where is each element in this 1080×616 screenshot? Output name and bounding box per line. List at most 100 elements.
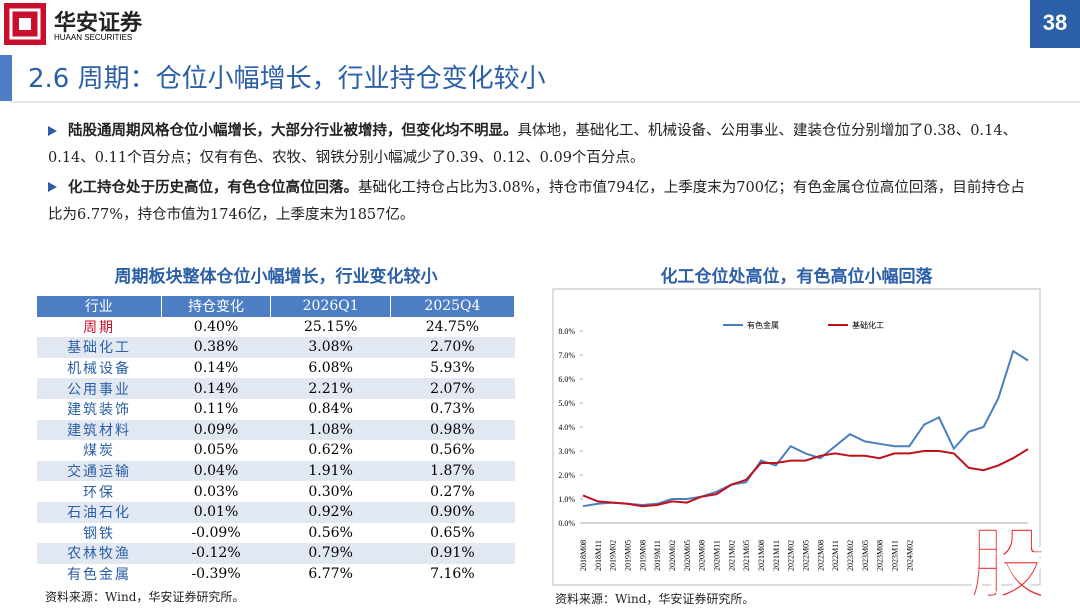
x-tick-label: 2021M08: [757, 540, 766, 571]
cell: 5.93%: [430, 360, 475, 377]
table-row: 周期 0.40% 25.15% 24.75%: [37, 317, 515, 338]
x-tick-label: 2019M11: [653, 540, 662, 571]
cell: 0.05%: [193, 442, 239, 459]
series-line: [582, 349, 1029, 508]
table-row: 煤炭 0.05% 0.62% 0.56%: [37, 440, 515, 461]
y-tick-label: 1.0%: [558, 495, 575, 504]
x-tick-label: 2023M08: [876, 540, 885, 571]
cell: 1.08%: [270, 419, 391, 441]
bullet-bold: 化工持仓处于历史高位，有色仓位高位回落。: [68, 179, 358, 196]
cell: 0.91%: [390, 543, 515, 564]
y-tick-label: 8.0%: [558, 327, 575, 336]
cell: 0.56%: [430, 442, 475, 459]
cell: -0.12%: [161, 543, 271, 564]
x-tick-label: 2022M11: [831, 540, 840, 571]
table-row: 交通运输 0.04% 1.91% 1.87%: [37, 460, 515, 482]
cell: 6.08%: [308, 360, 353, 377]
cell: 0.03%: [193, 483, 239, 500]
chart: 0.0% 1.0% 2.0% 3.0% 4.0% 5.0% 6.0% 7.0% 8.0% 2018…: [558, 320, 1029, 571]
x-tick-label: 2022M08: [816, 540, 825, 571]
logo-subtext: HUAAN SECURITIES: [54, 33, 133, 42]
bullet-text: 具体地，基础化工、机械设备、公用事业、建装仓位分别增加了0.38、0.14、0.…: [48, 123, 1018, 166]
cell: 2.21%: [270, 378, 391, 399]
cell: 石油石化: [37, 501, 162, 523]
x-tick-label: 2023M05: [861, 540, 870, 571]
cell: 钢铁: [83, 525, 116, 542]
x-tick-label: 2020M08: [698, 540, 707, 571]
x-tick-label: 2020M11: [713, 540, 722, 571]
cell: -0.09%: [191, 524, 241, 541]
bullet-text: 基础化工持仓占比为3.08%，持仓市值794亿，上季度末为700亿；有色金属仓位…: [48, 180, 1025, 223]
y-tick-label: 4.0%: [558, 423, 575, 432]
cell: 建筑材料: [37, 419, 162, 441]
cell: 7.16%: [430, 566, 475, 583]
cell: 公用事业: [37, 378, 162, 399]
watermark: 股: [967, 517, 1049, 612]
cell: 0.62%: [308, 442, 353, 459]
cell: 0.14%: [193, 360, 239, 377]
page-number: 38: [1042, 10, 1068, 35]
source: 资料来源：Wind，华安证券研究所。: [45, 590, 245, 604]
cell: 1.91%: [270, 460, 391, 482]
cell: 建筑装饰: [67, 402, 132, 419]
cell: 0.79%: [270, 543, 391, 564]
legend-label: 基础化工: [852, 320, 884, 330]
x-tick-label: 2018M08: [579, 540, 588, 571]
cell: 25.15%: [303, 318, 358, 335]
x-tick-label: 2023M02: [846, 540, 855, 571]
x-tick-label: 2022M02: [787, 540, 796, 571]
cell: 3.08%: [270, 337, 391, 358]
x-tick-label: 2019M05: [624, 540, 633, 571]
table-row: 基础化工 0.38% 3.08% 2.70%: [37, 337, 515, 358]
cell: 0.11%: [193, 401, 239, 418]
cell: 煤炭: [83, 443, 116, 460]
cell: 机械设备: [67, 361, 132, 378]
slide-title: 2.6 周期：仓位小幅增长，行业持仓变化较小: [28, 64, 546, 94]
chart-source: 资料来源：Wind，华安证券研究所。: [555, 592, 755, 606]
cell: 周期: [83, 319, 116, 336]
table-row: 石油石化 0.01% 0.92% 0.90%: [37, 501, 515, 523]
cell: 农林牧渔: [37, 543, 162, 564]
cell: 0.92%: [270, 501, 391, 523]
y-tick-label: 7.0%: [558, 351, 575, 360]
cell: -0.39%: [191, 566, 241, 583]
cell: 0.98%: [390, 419, 515, 441]
header-cell: 行业: [37, 296, 162, 317]
x-tick-label: 2020M05: [683, 540, 692, 571]
cell: 环保: [83, 484, 116, 501]
cell: 0.27%: [430, 483, 475, 500]
table-row: 农林牧渔 -0.12% 0.79% 0.91%: [37, 543, 515, 564]
y-tick-label: 2.0%: [558, 471, 575, 480]
x-tick-label: 2023M11: [891, 540, 900, 571]
x-tick-label: 2024M02: [905, 540, 914, 571]
cell: 交通运输: [37, 460, 162, 482]
header-cell: 2026Q1: [270, 296, 391, 317]
cell: 0.40%: [193, 318, 239, 335]
cell: 2.07%: [390, 378, 515, 399]
logo-text: 华安证券: [54, 10, 143, 36]
x-tick-label: 2022M05: [802, 540, 811, 571]
table-title: 周期板块整体仓位小幅增长，行业变化较小: [114, 267, 438, 287]
header-cell: 2025Q4: [390, 296, 516, 317]
cell: 0.73%: [430, 401, 475, 418]
y-tick-label: 3.0%: [558, 447, 575, 456]
bullet-bold: 陆股通周期风格仓位小幅增长，大部分行业被增持，但变化均不明显。: [68, 122, 518, 139]
cell: 0.14%: [161, 378, 271, 399]
bullet: 化工持仓处于历史高位，有色仓位高位回落。基础化工持仓占比为3.08%，持仓市值7…: [48, 174, 1038, 229]
cell: 2.70%: [390, 337, 515, 358]
cell: 基础化工: [37, 337, 162, 358]
cell: 0.04%: [161, 460, 271, 482]
cell: 0.56%: [308, 524, 353, 541]
series-line: [582, 448, 1029, 508]
table-row: 建筑装饰 0.11% 0.84% 0.73%: [37, 399, 515, 420]
y-tick-label: 6.0%: [558, 375, 575, 384]
table-row: 有色金属 -0.39% 6.77% 7.16%: [37, 564, 515, 585]
cell: 0.65%: [430, 524, 475, 541]
cell: 有色金属: [67, 567, 132, 584]
cell: 0.84%: [308, 401, 353, 418]
cell: 1.87%: [390, 460, 515, 482]
x-tick-label: 2021M02: [727, 540, 736, 571]
table: 行业 持仓变化 2026Q1 2025Q4 周期 0.40% 25.15% 24.75% 基础化…: [37, 296, 516, 585]
table-row: 环保 0.03% 0.30% 0.27%: [37, 481, 515, 502]
